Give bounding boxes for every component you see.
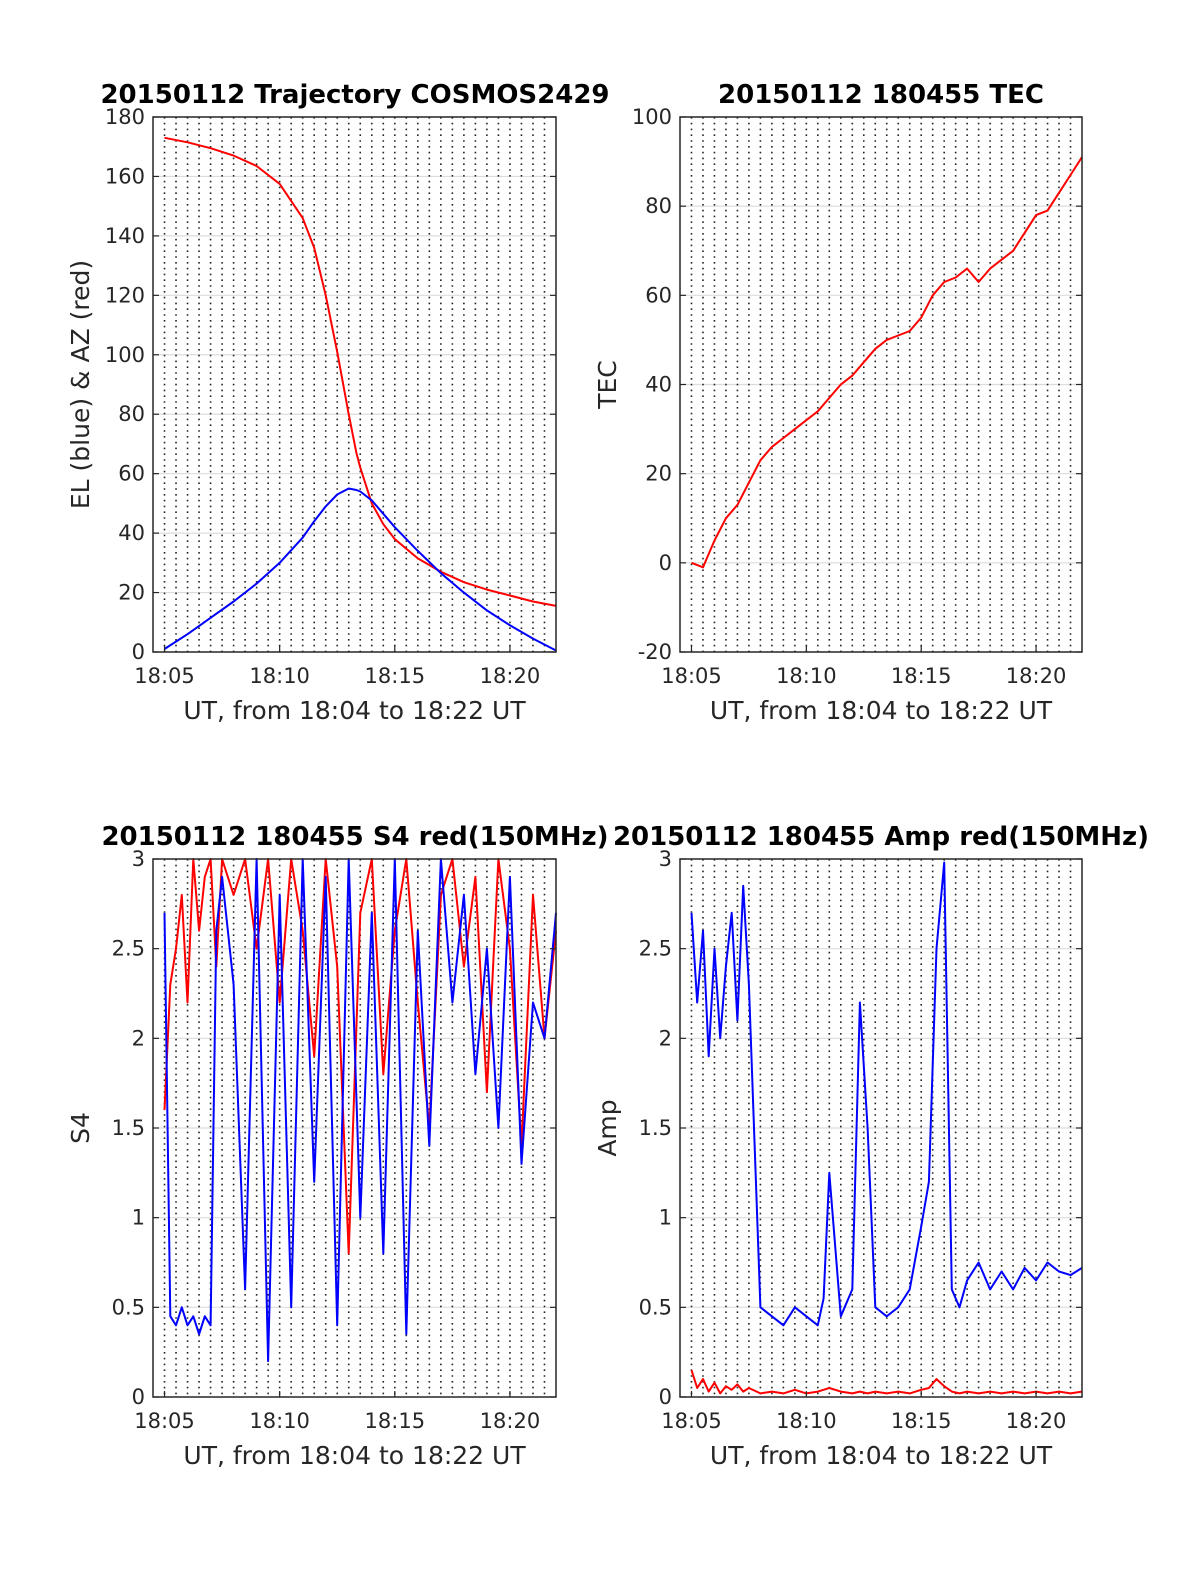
y-tick-label: 0 (132, 640, 145, 664)
x-axis-label: UT, from 18:04 to 18:22 UT (710, 1441, 1053, 1470)
panel-title: 20150112 Trajectory COSMOS2429 (100, 80, 609, 110)
y-tick-label: 160 (105, 164, 145, 188)
series-line-1 (164, 136, 557, 607)
panel-trajectory: 0 20 40 60 80 100 120 140 160 180 18:05 18:10 18:15 1… (66, 80, 610, 725)
y-tick-label: 100 (632, 105, 672, 129)
y-axis-label: Amp (593, 1099, 622, 1156)
x-tick-label: 18:05 (134, 664, 195, 688)
y-tick-label: 1.5 (112, 1116, 145, 1140)
y-axis-label: EL (blue) & AZ (red) (66, 260, 95, 509)
panel-title: 20150112 180455 S4 red(150MHz) (101, 822, 608, 852)
x-tick-label: 18:10 (249, 664, 310, 688)
x-tick-label: 18:15 (365, 1409, 426, 1433)
x-tick-label: 18:10 (776, 1409, 837, 1433)
y-tick-label: 2 (132, 1026, 145, 1050)
y-tick-label: 2.5 (112, 937, 145, 961)
y-tick-label: 20 (118, 581, 145, 605)
x-tick-label: 18:20 (480, 1409, 541, 1433)
y-tick-label: 180 (105, 105, 145, 129)
x-tick-label: 18:15 (365, 664, 426, 688)
y-tick-label: 100 (105, 343, 145, 367)
y-tick-label: 40 (118, 521, 145, 545)
y-tick-label: 20 (645, 462, 672, 486)
y-tick-label: 0 (659, 551, 672, 575)
series-line-2 (163, 858, 557, 1363)
x-tick-label: 18:10 (776, 664, 837, 688)
y-tick-label: 80 (118, 402, 145, 426)
y-axis-label: S4 (66, 1112, 95, 1144)
x-axis-label: UT, from 18:04 to 18:22 UT (183, 696, 526, 725)
y-tick-label: 140 (105, 224, 145, 248)
x-tick-label: 18:10 (249, 1409, 310, 1433)
y-tick-label: 60 (645, 283, 672, 307)
y-tick-label: 2 (659, 1026, 672, 1050)
x-tick-label: 18:20 (1006, 1409, 1067, 1433)
series-line-1 (163, 858, 557, 1255)
y-tick-label: 0.5 (112, 1295, 145, 1319)
panel-s4: 0 0.5 1 1.5 2 2.5 3 18:05 18:10 18:15 18:20 201501… (66, 822, 609, 1470)
y-tick-label: 60 (118, 462, 145, 486)
y-tick-label: -20 (638, 640, 672, 664)
x-tick-label: 18:20 (1006, 664, 1067, 688)
y-tick-label: 80 (645, 194, 672, 218)
x-tick-label: 18:15 (891, 1409, 952, 1433)
panel-title: 20150112 180455 Amp red(150MHz) (613, 822, 1149, 852)
y-tick-label: 0 (659, 1385, 672, 1409)
x-tick-label: 18:05 (134, 1409, 195, 1433)
y-tick-label: 1 (659, 1206, 672, 1230)
y-tick-label: 3 (659, 847, 672, 871)
plot-frame (152, 116, 557, 653)
y-tick-label: 1.5 (639, 1116, 672, 1140)
y-tick-label: 0 (132, 1385, 145, 1409)
x-axis-label: UT, from 18:04 to 18:22 UT (710, 696, 1053, 725)
panel-tec: -20 0 20 40 60 80 100 18:05 18:10 18:15 18:20 2015… (593, 80, 1083, 725)
y-tick-label: 3 (132, 847, 145, 871)
x-tick-label: 18:15 (891, 664, 952, 688)
x-tick-label: 18:05 (661, 664, 722, 688)
y-tick-label: 1 (132, 1206, 145, 1230)
y-tick-label: 2.5 (639, 937, 672, 961)
y-tick-label: 120 (105, 283, 145, 307)
series-line-2 (163, 487, 557, 652)
y-tick-label: 0.5 (639, 1295, 672, 1319)
x-axis-label: UT, from 18:04 to 18:22 UT (183, 1441, 526, 1470)
x-tick-label: 18:20 (480, 664, 541, 688)
y-tick-label: 40 (645, 373, 672, 397)
series-line-2 (690, 861, 1083, 1327)
panel-amp: 0 0.5 1 1.5 2 2.5 3 18:05 18:10 18:15 18:20 201501… (593, 822, 1149, 1470)
series-line-1 (690, 1369, 1083, 1395)
x-tick-label: 18:05 (661, 1409, 722, 1433)
y-axis-label: TEC (593, 360, 622, 410)
panel-title: 20150112 180455 TEC (718, 80, 1044, 110)
series-line-1 (691, 156, 1083, 569)
